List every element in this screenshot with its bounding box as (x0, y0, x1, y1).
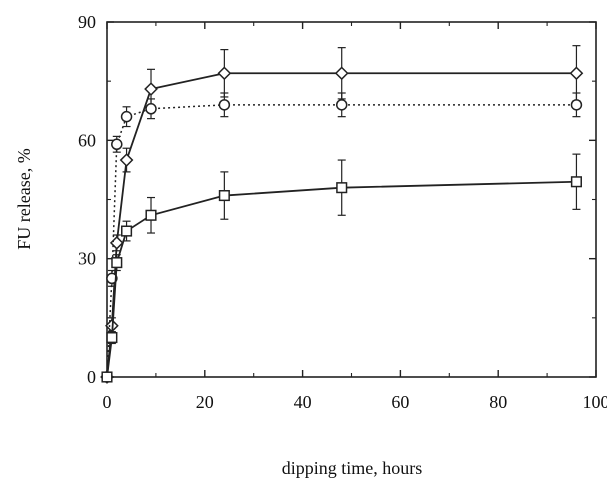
x-tick-label: 0 (103, 392, 112, 412)
y-axis-label: FU release, % (14, 148, 34, 249)
x-tick-label: 40 (294, 392, 312, 412)
square-marker (121, 225, 133, 237)
square-marker (145, 209, 157, 221)
diamond-marker (569, 66, 584, 81)
y-tick-label: 0 (87, 367, 96, 387)
circle-marker (120, 110, 133, 123)
diamond-marker (119, 153, 134, 167)
square-marker (111, 257, 123, 269)
y-tick-label: 30 (78, 249, 96, 269)
circle-series-line (106, 104, 577, 378)
diamond-marker (334, 66, 349, 81)
circle-marker (145, 103, 157, 115)
y-tick-label: 60 (78, 130, 96, 150)
x-tick-label: 80 (489, 392, 507, 412)
circle-marker (335, 99, 348, 111)
circle-marker (570, 99, 583, 111)
square-marker (570, 176, 582, 188)
square-marker (101, 371, 113, 383)
square-marker (218, 190, 230, 202)
circle-series (101, 92, 583, 383)
square-marker (106, 332, 118, 344)
x-tick-label: 20 (196, 392, 214, 412)
diamond-marker (144, 82, 158, 96)
x-axis-label: dipping time, hours (282, 458, 423, 478)
square-marker (336, 182, 348, 194)
square-series (101, 153, 582, 383)
y-tick-label: 90 (78, 12, 96, 32)
labels-layer: dipping time, hours FU release, % (14, 148, 422, 478)
circle-marker (111, 138, 123, 151)
x-tick-label: 100 (583, 392, 607, 412)
x-tick-label: 60 (391, 392, 409, 412)
series-layer (100, 45, 584, 384)
plot-frame (106, 21, 597, 378)
circle-marker (106, 272, 118, 285)
circle-marker (218, 99, 231, 111)
diamond-series-line (106, 72, 577, 378)
diamond-marker (217, 66, 232, 81)
square-series-line (106, 180, 577, 378)
